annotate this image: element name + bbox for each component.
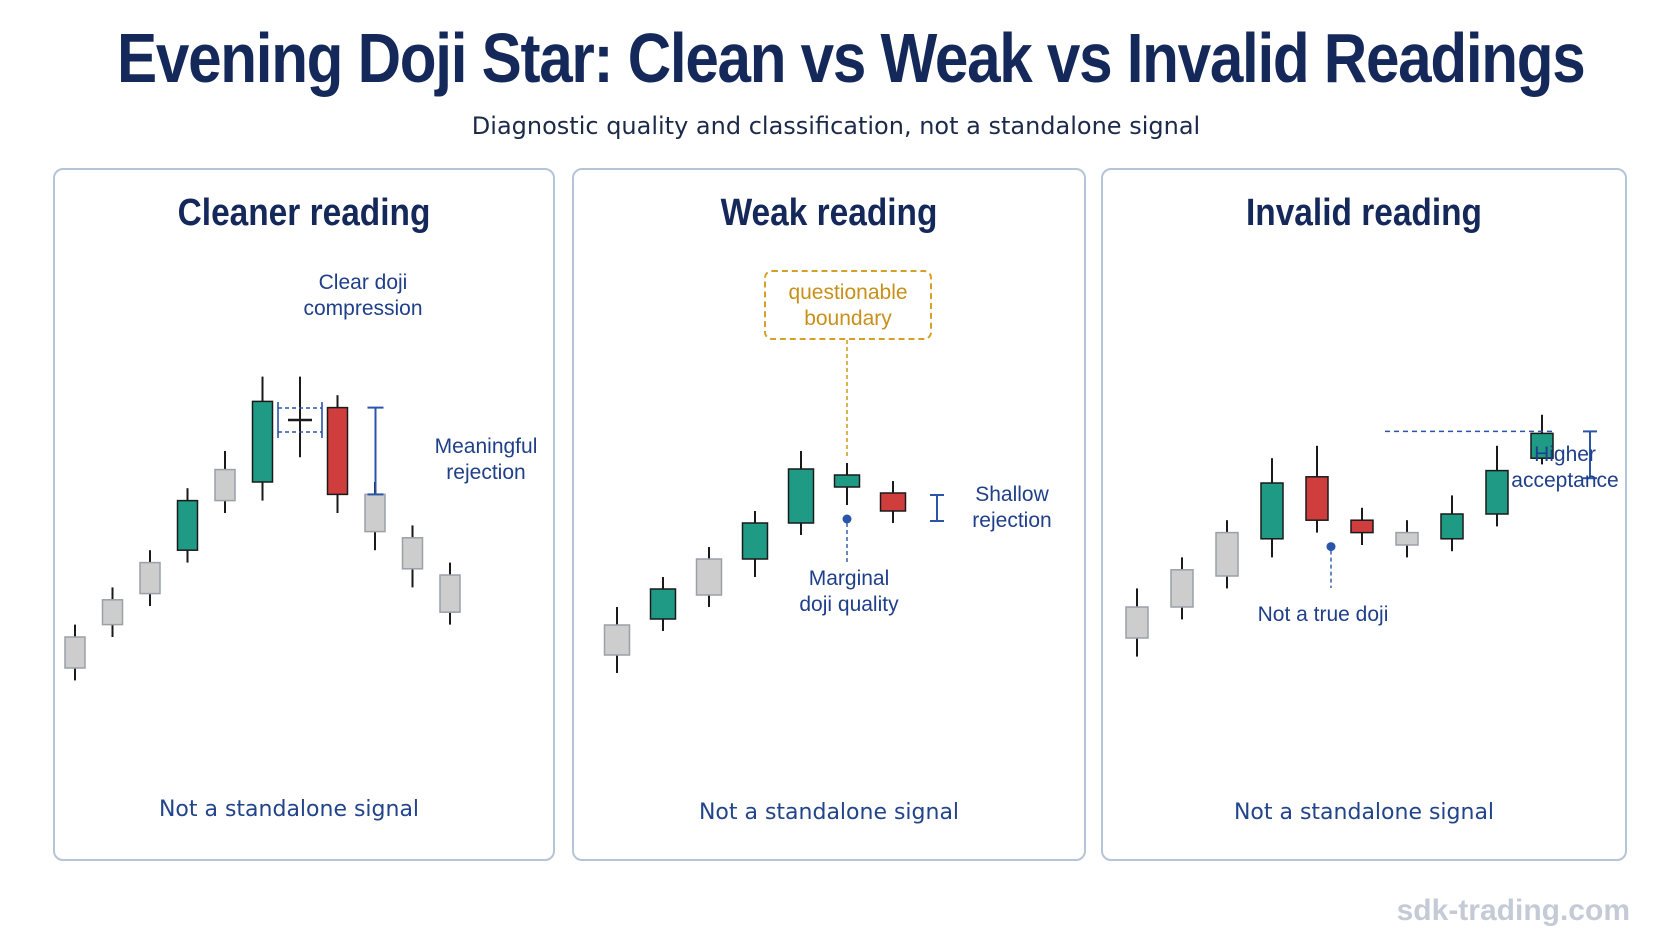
candle (251, 376, 274, 501)
candlestick-chart-cleaner (64, 376, 461, 681)
annotation-higher-acceptance: Higher acceptance (1511, 443, 1619, 492)
candle-body (1530, 432, 1554, 459)
watermark: sdk-trading.com (1396, 894, 1630, 927)
candle-body (1350, 519, 1374, 534)
candle (1125, 588, 1149, 657)
candle (603, 607, 631, 673)
candle-body (214, 468, 236, 502)
candlestick-chart-invalid (1125, 414, 1597, 657)
candle (1440, 495, 1464, 552)
candle-body (1485, 469, 1509, 515)
candle (439, 562, 461, 625)
candle (214, 451, 236, 513)
candle-body (1440, 513, 1464, 540)
candle (139, 550, 161, 606)
candlestick-chart-weak (603, 340, 944, 673)
candle (833, 463, 861, 505)
candle-body (1170, 569, 1194, 608)
candle-body (787, 468, 815, 524)
candle-body (1125, 606, 1149, 639)
candle-body (1395, 531, 1419, 546)
panel-title: Invalid reading (1245, 192, 1482, 234)
candle-body (603, 624, 631, 656)
annotation-shallow-rejection: Shallow rejection (972, 483, 1052, 532)
panel-footer-note: Not a standalone signal (1233, 800, 1495, 825)
candle (741, 511, 769, 577)
candle-body (1215, 531, 1239, 577)
annotation-meaningful-rejection: Meaningful rejection (434, 435, 538, 484)
candle (649, 577, 677, 631)
candle (1215, 520, 1239, 589)
candle (1350, 507, 1374, 545)
candle (695, 547, 723, 607)
candle-body (139, 561, 161, 595)
panel-invalid-reading: Invalid reading Not a true doji Higher a… (1101, 168, 1627, 861)
panel-weak-reading: Weak reading questionable boundary Margi… (572, 168, 1086, 861)
candle-body (879, 492, 907, 512)
candle-body (1305, 476, 1329, 521)
annotation-marginal-doji-quality: Marginal doji quality (799, 567, 899, 616)
candle-body (439, 574, 461, 613)
candle-body (649, 588, 677, 620)
candle (1305, 445, 1329, 533)
candle (879, 481, 907, 523)
panel-title: Cleaner reading (177, 192, 431, 234)
annotation-not-true-doji: Not a true doji (1257, 603, 1389, 626)
candle (1170, 557, 1194, 620)
panel-title: Weak reading (720, 192, 938, 234)
candle-body (695, 558, 723, 596)
annotation-questionable-boundary: questionable boundary (788, 281, 908, 330)
candle (176, 488, 199, 563)
candle-body (401, 537, 424, 570)
candle (101, 587, 124, 637)
candle-body (833, 474, 861, 488)
page-title: Evening Doji Star: Clean vs Weak vs Inva… (117, 19, 1586, 97)
page-subtitle: Diagnostic quality and classification, n… (471, 112, 1201, 140)
panel-footer-note: Not a standalone signal (158, 797, 420, 822)
candle (1395, 520, 1419, 558)
annotation-clear-doji: Clear doji compression (303, 271, 423, 320)
candle (787, 451, 815, 535)
candle (326, 395, 349, 513)
not-doji-marker-dot (1326, 542, 1336, 552)
candle (288, 376, 312, 458)
candle (1530, 414, 1554, 465)
quality-marker-dot (842, 514, 852, 524)
candle-body (64, 636, 86, 669)
questionable-boundary-box (764, 270, 932, 340)
candle-body (176, 499, 199, 551)
candle-body (741, 522, 769, 560)
candle (1485, 445, 1509, 527)
candle-body (101, 599, 124, 626)
panel-cleaner-reading: Cleaner reading Clear doji compression M… (53, 168, 555, 861)
candle (401, 525, 424, 588)
candle-body (1260, 482, 1284, 540)
candle-body (251, 400, 274, 483)
panel-footer-note: Not a standalone signal (698, 800, 960, 825)
candle (64, 624, 86, 681)
candle (1260, 458, 1284, 558)
candle-body (326, 406, 349, 496)
candle-body (364, 493, 386, 533)
